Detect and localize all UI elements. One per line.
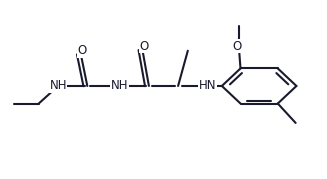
Text: HN: HN <box>198 79 216 93</box>
Text: O: O <box>139 40 149 53</box>
Text: NH: NH <box>111 79 129 93</box>
Text: O: O <box>232 40 242 53</box>
Text: O: O <box>78 44 87 57</box>
Text: NH: NH <box>49 79 67 93</box>
